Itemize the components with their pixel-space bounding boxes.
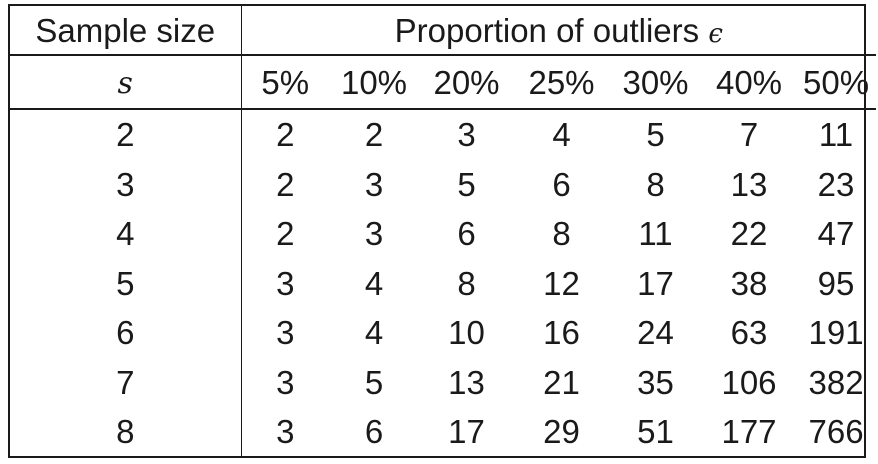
outlier-table: Sample size Proportion of outliers ϵ s 5… [8,4,877,458]
table-cell: 3 [276,363,295,401]
proportion-header: 10% [329,55,419,110]
table-cell: 11 [818,116,854,154]
table-cell: 10 [448,314,485,352]
table-cell: 766 [808,413,864,451]
table-cell: 3 [276,314,295,352]
table-cell: 8 [457,264,476,302]
table-cell: 6 [457,215,476,253]
table-row: 7 3 5 13 21 35 106 382 [10,357,876,407]
table-row: 5 3 4 8 12 17 38 95 [10,258,876,308]
table-cell: 3 [364,165,384,203]
table-cell: 5 [457,165,476,203]
table-cell: 21 [543,363,580,401]
table-body: 2 2 2 3 4 5 7 11 3 2 3 5 6 8 13 23 4 [10,109,876,457]
s-symbol-header: s [10,55,242,110]
table-cell: 8 [646,165,665,203]
s-symbol: s [117,66,133,101]
sample-size-cell: 6 [10,308,242,358]
table-cell: 35 [637,363,674,401]
sample-size-cell: 4 [10,209,242,259]
table-cell: 3 [457,116,476,154]
proportion-header: 20% [419,55,514,110]
table-cell: 3 [276,413,295,451]
table-row: 4 2 3 6 8 11 22 47 [10,209,876,259]
table-cell: 23 [817,165,855,203]
table-cell: 106 [721,363,777,401]
table-cell: 22 [730,215,768,253]
table-cell: 5 [646,116,665,154]
table-cell: 12 [543,264,580,302]
table-cell: 16 [543,314,580,352]
proportion-header: 40% [702,55,796,110]
table-cell: 3 [364,215,384,253]
proportion-header: 25% [514,55,609,110]
table-cell: 6 [364,413,384,451]
table-cell: 63 [730,314,768,352]
epsilon-symbol: ϵ [708,18,723,49]
table-cell: 47 [817,215,855,253]
table-cell: 4 [364,264,384,302]
table-cell: 4 [364,314,384,352]
table-cell: 8 [552,215,571,253]
sample-size-cell: 8 [10,407,242,457]
proportion-header: 30% [609,55,702,110]
table-cell: 38 [730,264,768,302]
table-cell: 5 [364,363,384,401]
proportion-group-title: Proportion of outliers [394,11,700,49]
table-cell: 2 [276,116,295,154]
table-cell: 51 [637,413,674,451]
table-row: 2 2 2 3 4 5 7 11 [10,109,876,160]
sample-size-cell: 2 [10,109,242,160]
table-cell: 382 [808,363,864,401]
data-table: Sample size Proportion of outliers ϵ s 5… [10,6,877,457]
table-cell: 2 [364,116,384,154]
table-row: 8 3 6 17 29 51 177 766 [10,407,876,457]
table-cell: 17 [448,413,485,451]
table-cell: 6 [552,165,571,203]
table-cell: 11 [638,215,673,253]
table-cell: 3 [276,264,295,302]
sample-size-cell: 7 [10,357,242,407]
table-cell: 177 [721,413,777,451]
table-row: 3 2 3 5 6 8 13 23 [10,159,876,209]
table-cell: 13 [448,363,485,401]
table-cell: 2 [276,215,295,253]
header-row-1: Sample size Proportion of outliers ϵ [10,6,877,56]
sample-size-cell: 3 [10,159,242,209]
table-cell: 2 [276,165,295,203]
table-cell: 95 [817,264,855,302]
table-cell: 17 [637,264,674,302]
table-cell: 4 [552,116,571,154]
table-row: 6 3 4 10 16 24 63 191 [10,308,876,358]
proportion-header: 5% [241,55,329,110]
table-cell: 7 [739,116,759,154]
proportion-header: 50% [796,55,877,110]
table-cell: 13 [730,165,768,203]
table-cell: 29 [543,413,580,451]
sample-size-cell: 5 [10,258,242,308]
header-row-2: s 5% 10% 20% 25% 30% 40% 50% [10,55,877,110]
table-cell: 191 [808,314,864,352]
proportion-group-header: Proportion of outliers ϵ [241,6,877,56]
sample-size-header: Sample size [10,6,242,56]
table-cell: 24 [637,314,674,352]
